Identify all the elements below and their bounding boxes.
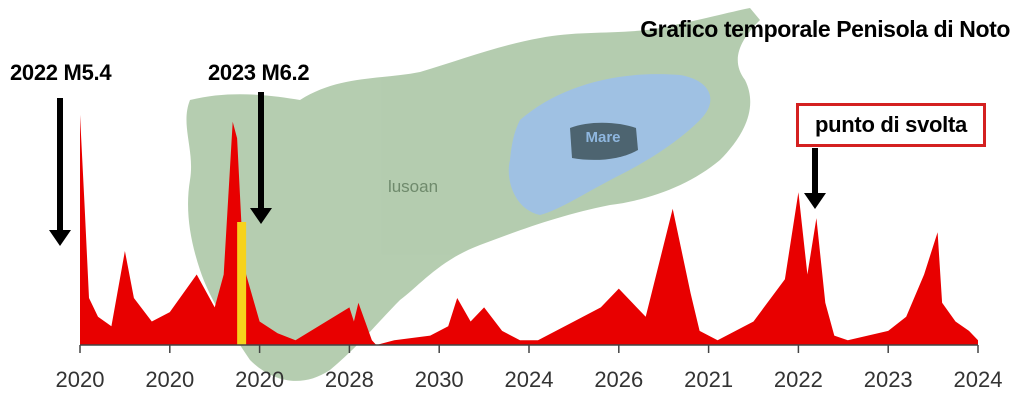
arrow-2023-icon [250,92,272,224]
x-tick-label: 2020 [235,367,284,392]
arrow-2022-icon [49,98,71,246]
data-area-series [80,114,978,345]
chart-title: Grafico temporale Penisola di Noto [640,16,1010,42]
map-water-label: Mare [585,129,620,146]
x-tick-label: 2021 [684,367,733,392]
highlight-band [237,222,247,345]
x-tick-label: 2024 [505,367,554,392]
x-tick-label: 2022 [774,367,823,392]
annotation-label-2022: 2022 M5.4 [10,60,112,85]
x-tick-label: 2024 [954,367,1003,392]
background-map [186,8,760,381]
annotation-turning-point-box: punto di svolta [796,103,986,147]
x-axis-ticks: 2020 2020 2020 2028 2030 2024 2026 2021 2022 2023… [56,345,1003,392]
x-tick-label: 2020 [56,367,105,392]
map-island [570,122,638,160]
x-tick-label: 2030 [415,367,464,392]
map-land-label: lusoan [388,177,438,196]
annotation-label-turning-point: punto di svolta [815,112,967,137]
x-tick-label: 2028 [325,367,374,392]
x-tick-label: 2026 [594,367,643,392]
arrow-turning-point-icon [804,148,826,209]
annotation-label-2023: 2023 M6.2 [208,60,310,85]
annotation-arrows [49,92,826,246]
x-tick-label: 2020 [145,367,194,392]
x-tick-label: 2023 [864,367,913,392]
